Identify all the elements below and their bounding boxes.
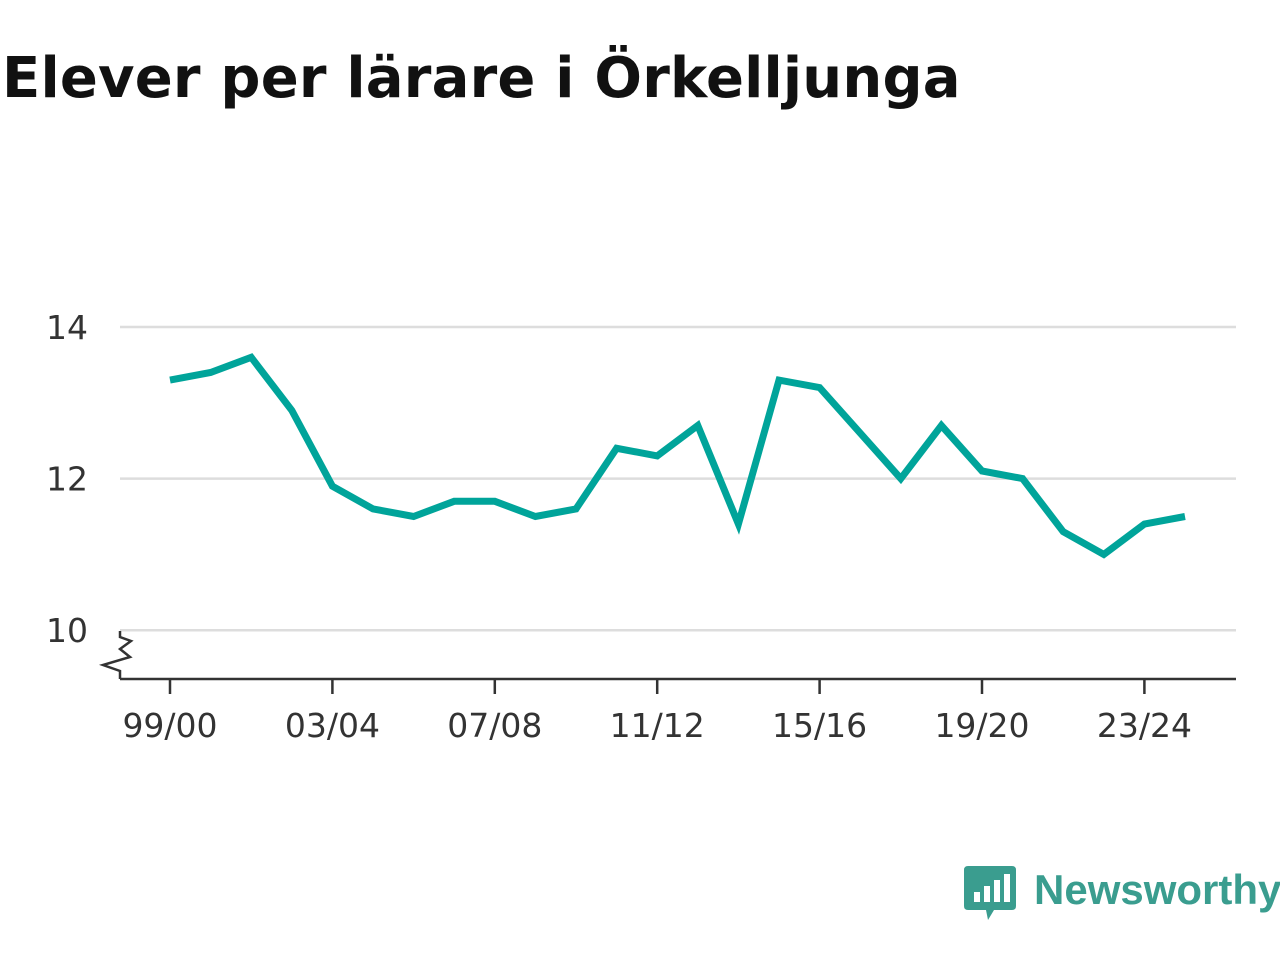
x-tick-label: 11/12 bbox=[610, 706, 705, 745]
brand-name: Newsworthy bbox=[1034, 866, 1280, 913]
x-tick-label: 15/16 bbox=[772, 706, 867, 745]
y-tick-label: 14 bbox=[46, 308, 88, 347]
axis-break-symbol bbox=[98, 631, 134, 679]
series-group bbox=[169, 353, 1186, 559]
x-tick-label: 23/24 bbox=[1097, 706, 1192, 745]
x-axis-ticks: 99/00 03/04 07/08 11/12 15/16 19/20 23/24 bbox=[122, 679, 1192, 745]
chart-title: Elever per lärare i Örkelljunga bbox=[2, 46, 961, 111]
series-line-0 bbox=[169, 353, 1186, 559]
x-tick-label: 99/00 bbox=[122, 706, 217, 745]
x-tick-label: 07/08 bbox=[447, 706, 542, 745]
x-tick-label: 03/04 bbox=[285, 706, 380, 745]
newsworthy-logo-icon bbox=[964, 866, 1016, 920]
y-tick-label: 12 bbox=[46, 460, 88, 499]
newsworthy-logo: Newsworthy bbox=[964, 862, 1280, 932]
y-axis-ticks: 10 12 14 bbox=[46, 308, 88, 650]
gridlines bbox=[120, 325, 1236, 632]
y-tick-label: 10 bbox=[46, 611, 88, 650]
x-tick-label: 19/20 bbox=[934, 706, 1029, 745]
axes bbox=[98, 631, 1236, 681]
